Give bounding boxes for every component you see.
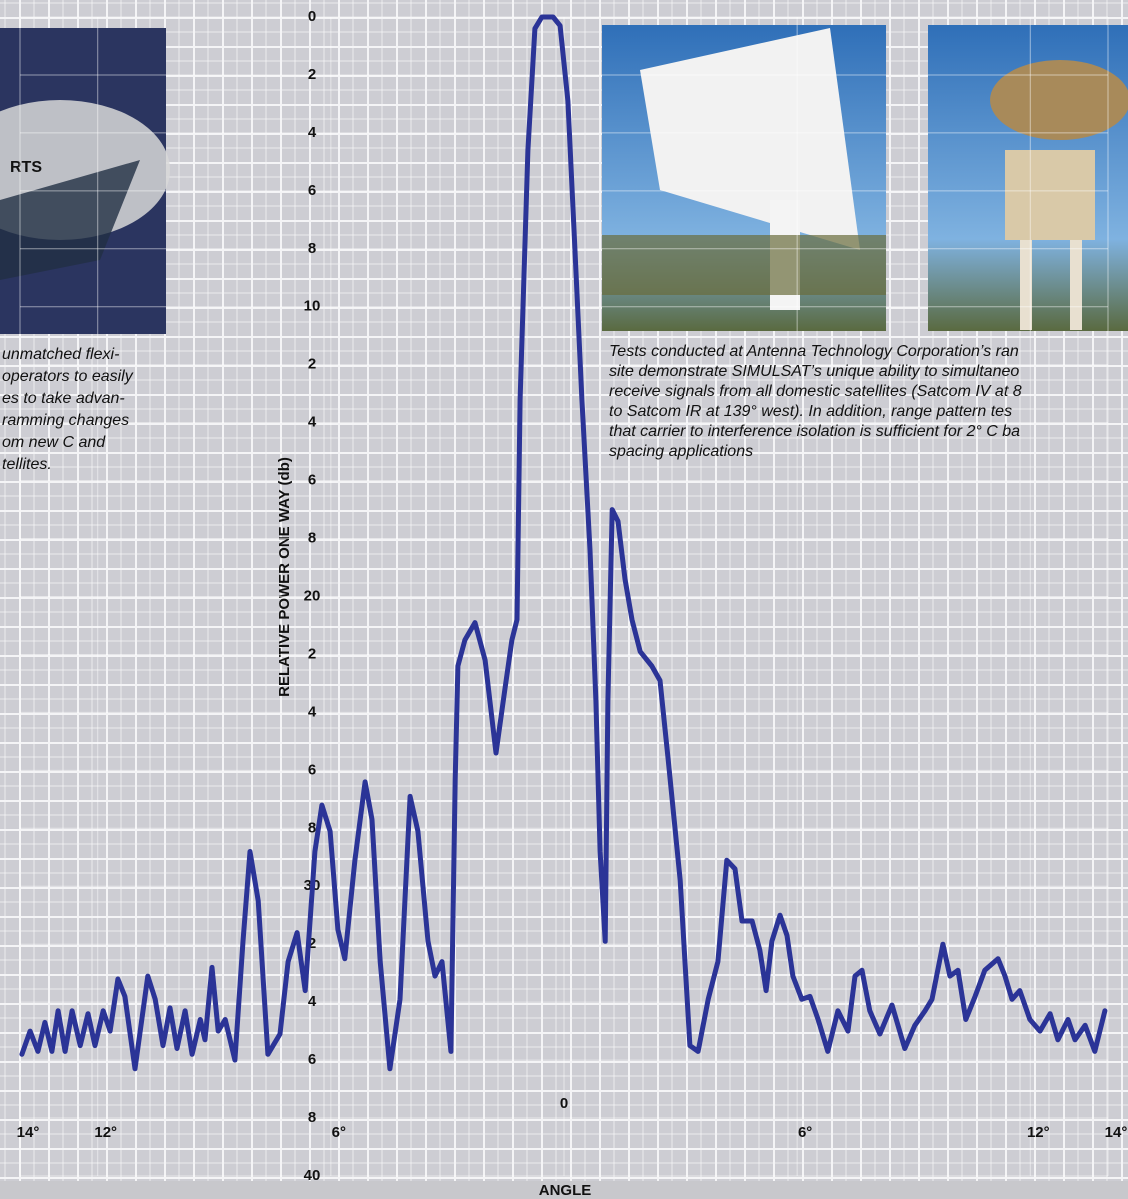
caption-right-line: site demonstrate SIMULSAT’s unique abili…	[609, 363, 1019, 380]
photo-text: RTS	[10, 159, 42, 176]
caption-right-line: that carrier to interference isolation i…	[609, 423, 1020, 440]
y-tick-label: 8	[308, 530, 316, 547]
x-axis-title: ANGLE	[539, 1182, 592, 1199]
photo-right	[928, 25, 1128, 331]
y-tick-label: 8	[308, 240, 316, 257]
x-tick-label: 12°	[94, 1124, 117, 1141]
y-tick-label: 2	[308, 645, 316, 662]
caption-right-line: Tests conducted at Antenna Technology Co…	[609, 343, 1019, 360]
caption-left-line: ramming changes	[2, 412, 129, 429]
y-tick-label: 4	[308, 703, 317, 720]
y-tick-label: 2	[308, 935, 316, 952]
y-tick-label: 6	[308, 1051, 316, 1068]
y-tick-label: 40	[304, 1167, 321, 1184]
x-tick-label: 6°	[332, 1124, 346, 1141]
y-tick-label: 4	[308, 124, 317, 141]
caption-right-line: spacing applications	[609, 443, 753, 460]
x-tick-label: 14°	[1105, 1124, 1128, 1141]
caption-left-line: unmatched flexi-	[2, 346, 119, 363]
y-tick-label: 20	[304, 587, 321, 604]
y-tick-label: 6	[308, 182, 316, 199]
y-tick-label: 10	[304, 298, 321, 315]
caption-left-line: om new C and	[2, 434, 106, 451]
y-tick-label: 6	[308, 472, 316, 489]
y-tick-label: 2	[308, 66, 316, 83]
y-axis-title: RELATIVE POWER ONE WAY (db)	[276, 457, 293, 697]
caption-left-line: es to take advan-	[2, 390, 125, 407]
caption-left-line: operators to easily	[2, 368, 134, 385]
y-tick-label: 2	[308, 356, 316, 373]
caption-left-line: tellites.	[2, 456, 52, 473]
y-tick-label: 8	[308, 1109, 316, 1126]
photo-left: RTS	[0, 28, 170, 334]
pattern-line	[19, 14, 1108, 1072]
x-tick-label: 12°	[1027, 1124, 1050, 1141]
y-tick-label: 0	[308, 8, 316, 25]
y-tick-label: 8	[308, 819, 316, 836]
y-tick-label: 4	[308, 993, 317, 1010]
y-tick-label: 6	[308, 761, 316, 778]
footer-band	[0, 1181, 1128, 1199]
x-tick-label: 0	[560, 1095, 568, 1112]
caption-right-line: receive signals from all domestic satell…	[609, 383, 1022, 400]
x-tick-label: 14°	[17, 1124, 40, 1141]
y-tick-label: 4	[308, 414, 317, 431]
caption-right-line: to Satcom IR at 139° west). In addition,…	[609, 403, 1012, 420]
x-tick-label: 6°	[798, 1124, 812, 1141]
photo-middle	[602, 25, 886, 331]
